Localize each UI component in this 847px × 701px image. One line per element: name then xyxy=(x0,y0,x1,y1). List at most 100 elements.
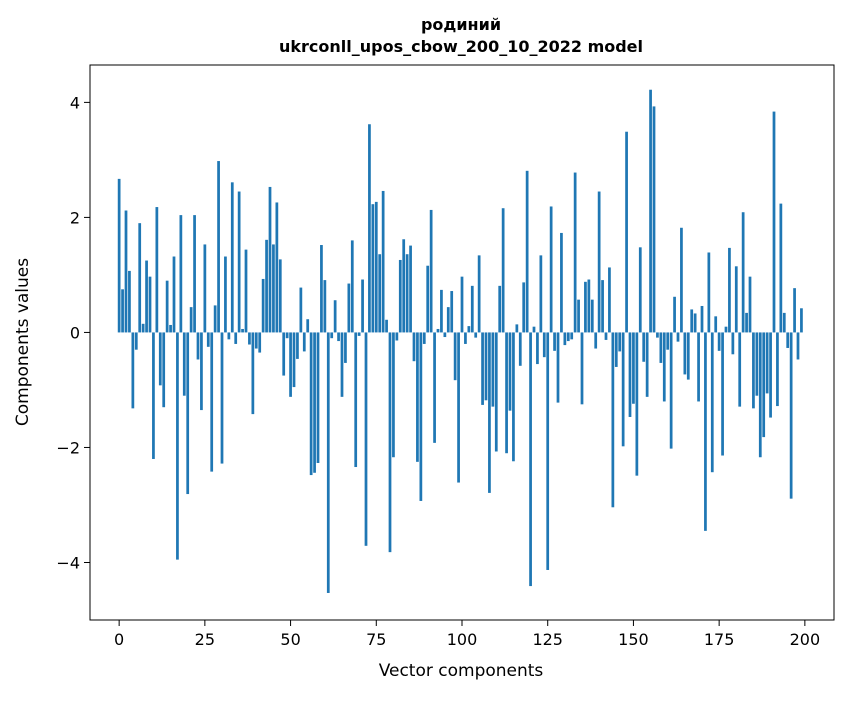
bar-85 xyxy=(409,245,412,333)
y-tick-label: −4 xyxy=(56,553,80,572)
bar-137 xyxy=(587,279,591,333)
bar-99 xyxy=(457,332,460,483)
bar-184 xyxy=(748,276,752,333)
bar-38 xyxy=(248,332,251,345)
bar-47 xyxy=(278,259,282,333)
bar-16 xyxy=(172,256,176,333)
bar-196 xyxy=(789,332,793,499)
bar-149 xyxy=(628,332,632,417)
bar-70 xyxy=(357,332,361,336)
bar-79 xyxy=(388,332,392,553)
bar-161 xyxy=(669,332,673,449)
bar-96 xyxy=(446,307,450,333)
bar-143 xyxy=(608,267,611,333)
bar-188 xyxy=(762,332,766,438)
bar-171 xyxy=(704,332,707,531)
bar-120 xyxy=(529,332,532,587)
bar-45 xyxy=(272,244,275,333)
y-tick-label: 2 xyxy=(70,208,80,227)
bar-100 xyxy=(460,276,464,333)
x-tick-label: 75 xyxy=(366,630,386,649)
bar-191 xyxy=(772,111,776,333)
x-axis-label: Vector components xyxy=(379,661,544,681)
bar-123 xyxy=(539,255,543,333)
bar-1 xyxy=(121,289,124,333)
bar-30 xyxy=(220,332,224,464)
bar-84 xyxy=(405,254,409,333)
bar-2 xyxy=(124,210,128,333)
bar-61 xyxy=(326,332,330,593)
bar-172 xyxy=(707,252,711,333)
bar-116 xyxy=(515,324,519,333)
bar-34 xyxy=(234,332,238,344)
bar-91 xyxy=(429,209,433,333)
bar-108 xyxy=(488,332,491,493)
bar-0 xyxy=(117,178,121,333)
bar-58 xyxy=(316,332,320,463)
bar-80 xyxy=(392,332,395,458)
bar-192 xyxy=(776,332,779,407)
bar-150 xyxy=(632,332,635,404)
bar-3 xyxy=(128,270,131,333)
bar-141 xyxy=(601,280,604,333)
bar-76 xyxy=(378,254,382,333)
bar-101 xyxy=(464,332,467,344)
bar-43 xyxy=(265,239,268,333)
bar-119 xyxy=(525,170,529,333)
plot-frame xyxy=(89,64,835,621)
bar-176 xyxy=(721,332,724,456)
bar-136 xyxy=(584,281,587,333)
bar-145 xyxy=(614,332,618,367)
bar-182 xyxy=(741,212,745,333)
bar-106 xyxy=(481,332,484,405)
bar-163 xyxy=(676,332,680,342)
bar-98 xyxy=(453,332,457,381)
bar-14 xyxy=(165,280,169,333)
bar-77 xyxy=(381,190,385,333)
bar-21 xyxy=(189,307,193,333)
bar-19 xyxy=(182,332,186,396)
bar-74 xyxy=(371,204,375,333)
y-tick-label: −2 xyxy=(56,438,80,457)
bar-153 xyxy=(642,332,646,362)
bar-53 xyxy=(299,287,303,333)
bar-17 xyxy=(176,332,179,560)
bar-130 xyxy=(563,332,567,346)
bar-12 xyxy=(158,332,162,386)
bar-135 xyxy=(580,332,584,405)
bar-90 xyxy=(426,265,430,333)
bar-198 xyxy=(796,332,800,360)
bar-195 xyxy=(786,332,790,348)
bar-185 xyxy=(752,332,755,409)
bar-197 xyxy=(793,288,796,333)
bar-87 xyxy=(416,332,419,462)
bar-178 xyxy=(728,247,731,333)
bar-24 xyxy=(200,332,203,411)
bar-151 xyxy=(635,332,639,476)
bar-51 xyxy=(292,332,296,388)
bar-109 xyxy=(491,332,495,407)
bar-183 xyxy=(745,312,748,333)
bar-46 xyxy=(275,202,279,333)
bar-92 xyxy=(433,332,436,443)
bar-86 xyxy=(412,332,416,362)
bar-7 xyxy=(141,323,145,333)
bar-170 xyxy=(700,305,704,333)
bar-180 xyxy=(734,266,738,333)
bar-177 xyxy=(724,326,728,333)
bar-105 xyxy=(477,255,481,333)
bar-20 xyxy=(186,332,190,495)
bar-5 xyxy=(134,332,138,350)
bar-113 xyxy=(505,332,508,454)
bar-190 xyxy=(769,332,772,418)
bar-94 xyxy=(440,289,443,333)
bar-133 xyxy=(573,172,577,333)
x-tick-label: 0 xyxy=(114,630,124,649)
bar-104 xyxy=(474,332,478,338)
bar-97 xyxy=(450,291,454,333)
bar-127 xyxy=(553,332,556,351)
bar-29 xyxy=(217,161,220,333)
bar-56 xyxy=(309,332,313,476)
bar-69 xyxy=(354,332,358,468)
